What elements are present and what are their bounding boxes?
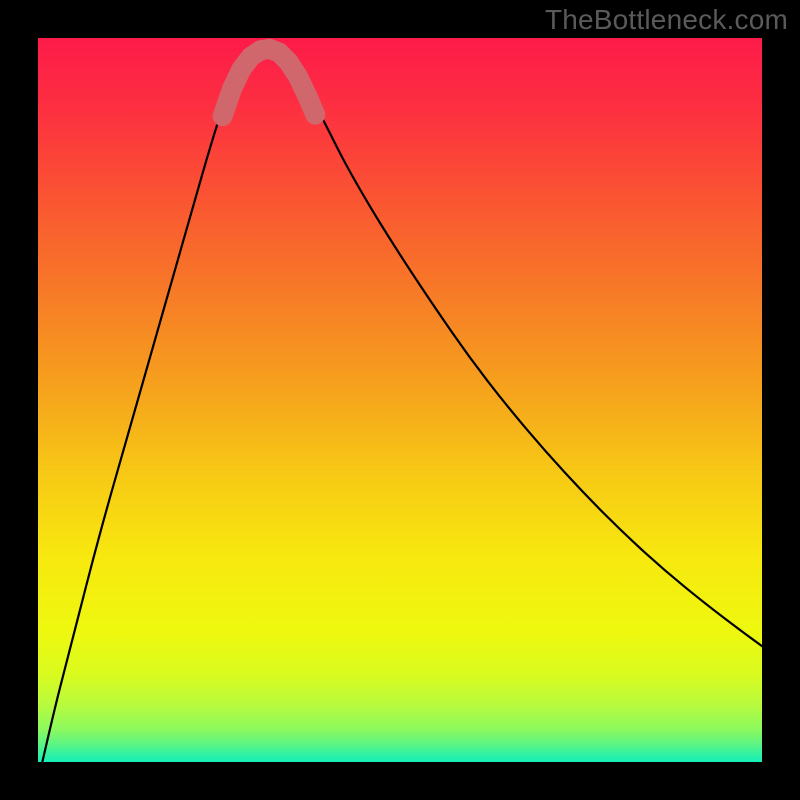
- marker-band: [38, 38, 762, 762]
- watermark-label: TheBottleneck.com: [545, 4, 788, 36]
- plot-area: [38, 38, 762, 762]
- canvas-root: TheBottleneck.com: [0, 0, 800, 800]
